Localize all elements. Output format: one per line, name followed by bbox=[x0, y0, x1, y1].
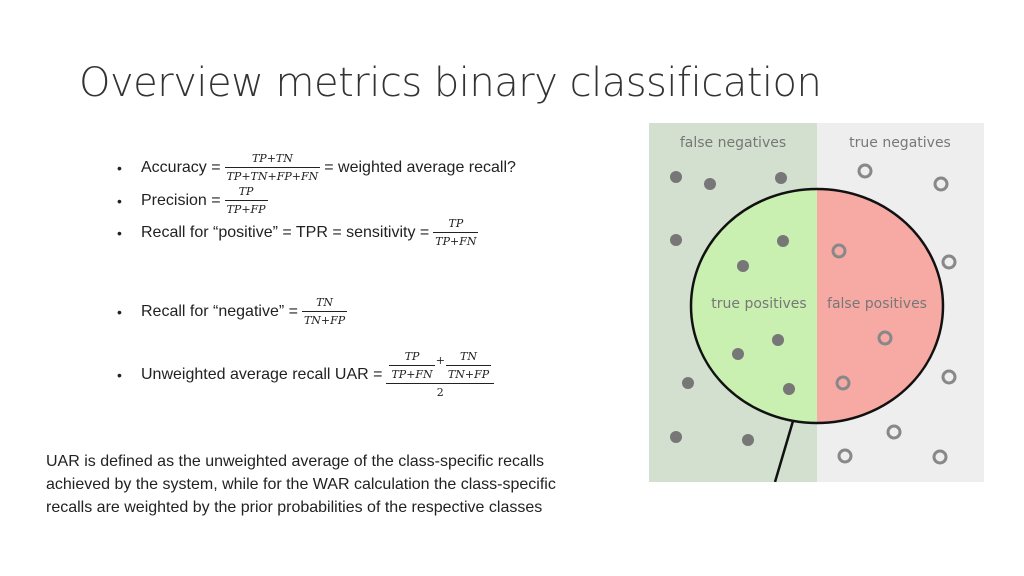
confusion-illustration: false negatives true negatives true posi… bbox=[649, 123, 984, 482]
bullet-dot: • bbox=[117, 224, 122, 241]
sample-dot-hollow bbox=[932, 449, 948, 465]
fraction-numerator: TP+TN bbox=[251, 152, 293, 165]
uar-definition-note: UAR is defined as the unweighted average… bbox=[46, 453, 556, 516]
sample-dot-filled bbox=[732, 348, 744, 360]
sample-dot-hollow bbox=[835, 375, 851, 391]
bullet-precision: • Precision = TP TP+FP bbox=[117, 185, 272, 216]
sample-dot-filled bbox=[775, 172, 787, 184]
sample-dot-hollow bbox=[933, 176, 949, 192]
sample-dot-hollow bbox=[857, 163, 873, 179]
bullet-dot: • bbox=[117, 192, 122, 209]
fraction-numerator: TP bbox=[238, 185, 254, 198]
sample-dot-hollow bbox=[886, 424, 902, 440]
sample-dot-filled bbox=[682, 377, 694, 389]
bullet-uar: • Unweighted average recall UAR = TP TP+… bbox=[117, 350, 498, 399]
uar-tp-fraction: TP TP+FN bbox=[389, 350, 435, 381]
fraction-numerator: TN bbox=[460, 350, 477, 363]
fraction-denominator: TP+TN+FP+FN bbox=[224, 167, 321, 183]
sample-dot-filled bbox=[777, 235, 789, 247]
uar-tn-fraction: TN TN+FP bbox=[445, 350, 492, 381]
sample-dot-filled bbox=[670, 234, 682, 246]
fraction-denominator: TP+FP bbox=[224, 200, 268, 216]
accuracy-label: Accuracy = bbox=[141, 158, 221, 176]
sample-dot-filled bbox=[772, 334, 784, 346]
uar-label: Unweighted average recall UAR = bbox=[141, 365, 383, 383]
fraction-numerator: TP bbox=[404, 350, 420, 363]
accuracy-suffix: = weighted average recall? bbox=[324, 158, 516, 176]
false-positives-label: false positives bbox=[827, 296, 927, 312]
true-negatives-label: true negatives bbox=[849, 135, 951, 151]
sample-dot-hollow bbox=[941, 369, 957, 385]
sample-dot-filled bbox=[670, 431, 682, 443]
sample-dot-hollow bbox=[837, 448, 853, 464]
sample-dot-hollow bbox=[941, 254, 957, 270]
selected-elements-outline bbox=[689, 187, 945, 425]
sample-dot-filled bbox=[783, 383, 795, 395]
precision-fraction: TP TP+FP bbox=[224, 185, 268, 216]
bullet-dot: • bbox=[117, 366, 122, 383]
uar-outer-fraction: TP TP+FN + TN TN+FP 2 bbox=[386, 350, 495, 399]
fraction-denominator: TN+FP bbox=[445, 365, 492, 381]
recall-negative-label: Recall for “negative” = bbox=[141, 302, 298, 320]
recall-positive-label: Recall for “positive” = TPR = sensitivit… bbox=[141, 223, 430, 241]
bullet-recall-positive: • Recall for “positive” = TPR = sensitiv… bbox=[117, 217, 482, 248]
plus-sign: + bbox=[435, 354, 445, 367]
true-positives-label: true positives bbox=[711, 296, 806, 312]
selection-pointer-line bbox=[773, 420, 795, 482]
fraction-denominator: TN+FP bbox=[301, 311, 348, 327]
sample-dot-filled bbox=[670, 171, 682, 183]
sample-dot-hollow bbox=[831, 243, 847, 259]
false-negatives-label: false negatives bbox=[680, 135, 786, 151]
fraction-numerator: TP bbox=[448, 217, 464, 230]
bullet-accuracy: • Accuracy = TP+TN TP+TN+FP+FN = weighte… bbox=[117, 152, 516, 183]
false-positives-area bbox=[817, 189, 943, 423]
sample-dot-filled bbox=[704, 178, 716, 190]
slide-title: Overview metrics binary classification bbox=[79, 60, 822, 106]
bullet-dot: • bbox=[117, 159, 122, 176]
sample-dot-hollow bbox=[877, 330, 893, 346]
sample-dot-filled bbox=[742, 434, 754, 446]
uar-divisor: 2 bbox=[386, 383, 495, 399]
true-positives-area bbox=[691, 189, 817, 423]
recall-negative-fraction: TN TN+FP bbox=[301, 296, 348, 327]
bullet-recall-negative: • Recall for “negative” = TN TN+FP bbox=[117, 296, 351, 327]
uar-outer-numerator: TP TP+FN + TN TN+FP bbox=[386, 350, 494, 383]
fraction-denominator: TP+FN bbox=[433, 232, 479, 248]
fraction-denominator: TP+FN bbox=[389, 365, 435, 381]
fraction-numerator: TN bbox=[316, 296, 334, 309]
accuracy-fraction: TP+TN TP+TN+FP+FN bbox=[224, 152, 321, 183]
bullet-dot: • bbox=[117, 303, 122, 320]
sample-dot-filled bbox=[737, 260, 749, 272]
precision-label: Precision = bbox=[141, 191, 221, 209]
recall-positive-fraction: TP TP+FN bbox=[433, 217, 479, 248]
sample-dots bbox=[670, 163, 957, 465]
